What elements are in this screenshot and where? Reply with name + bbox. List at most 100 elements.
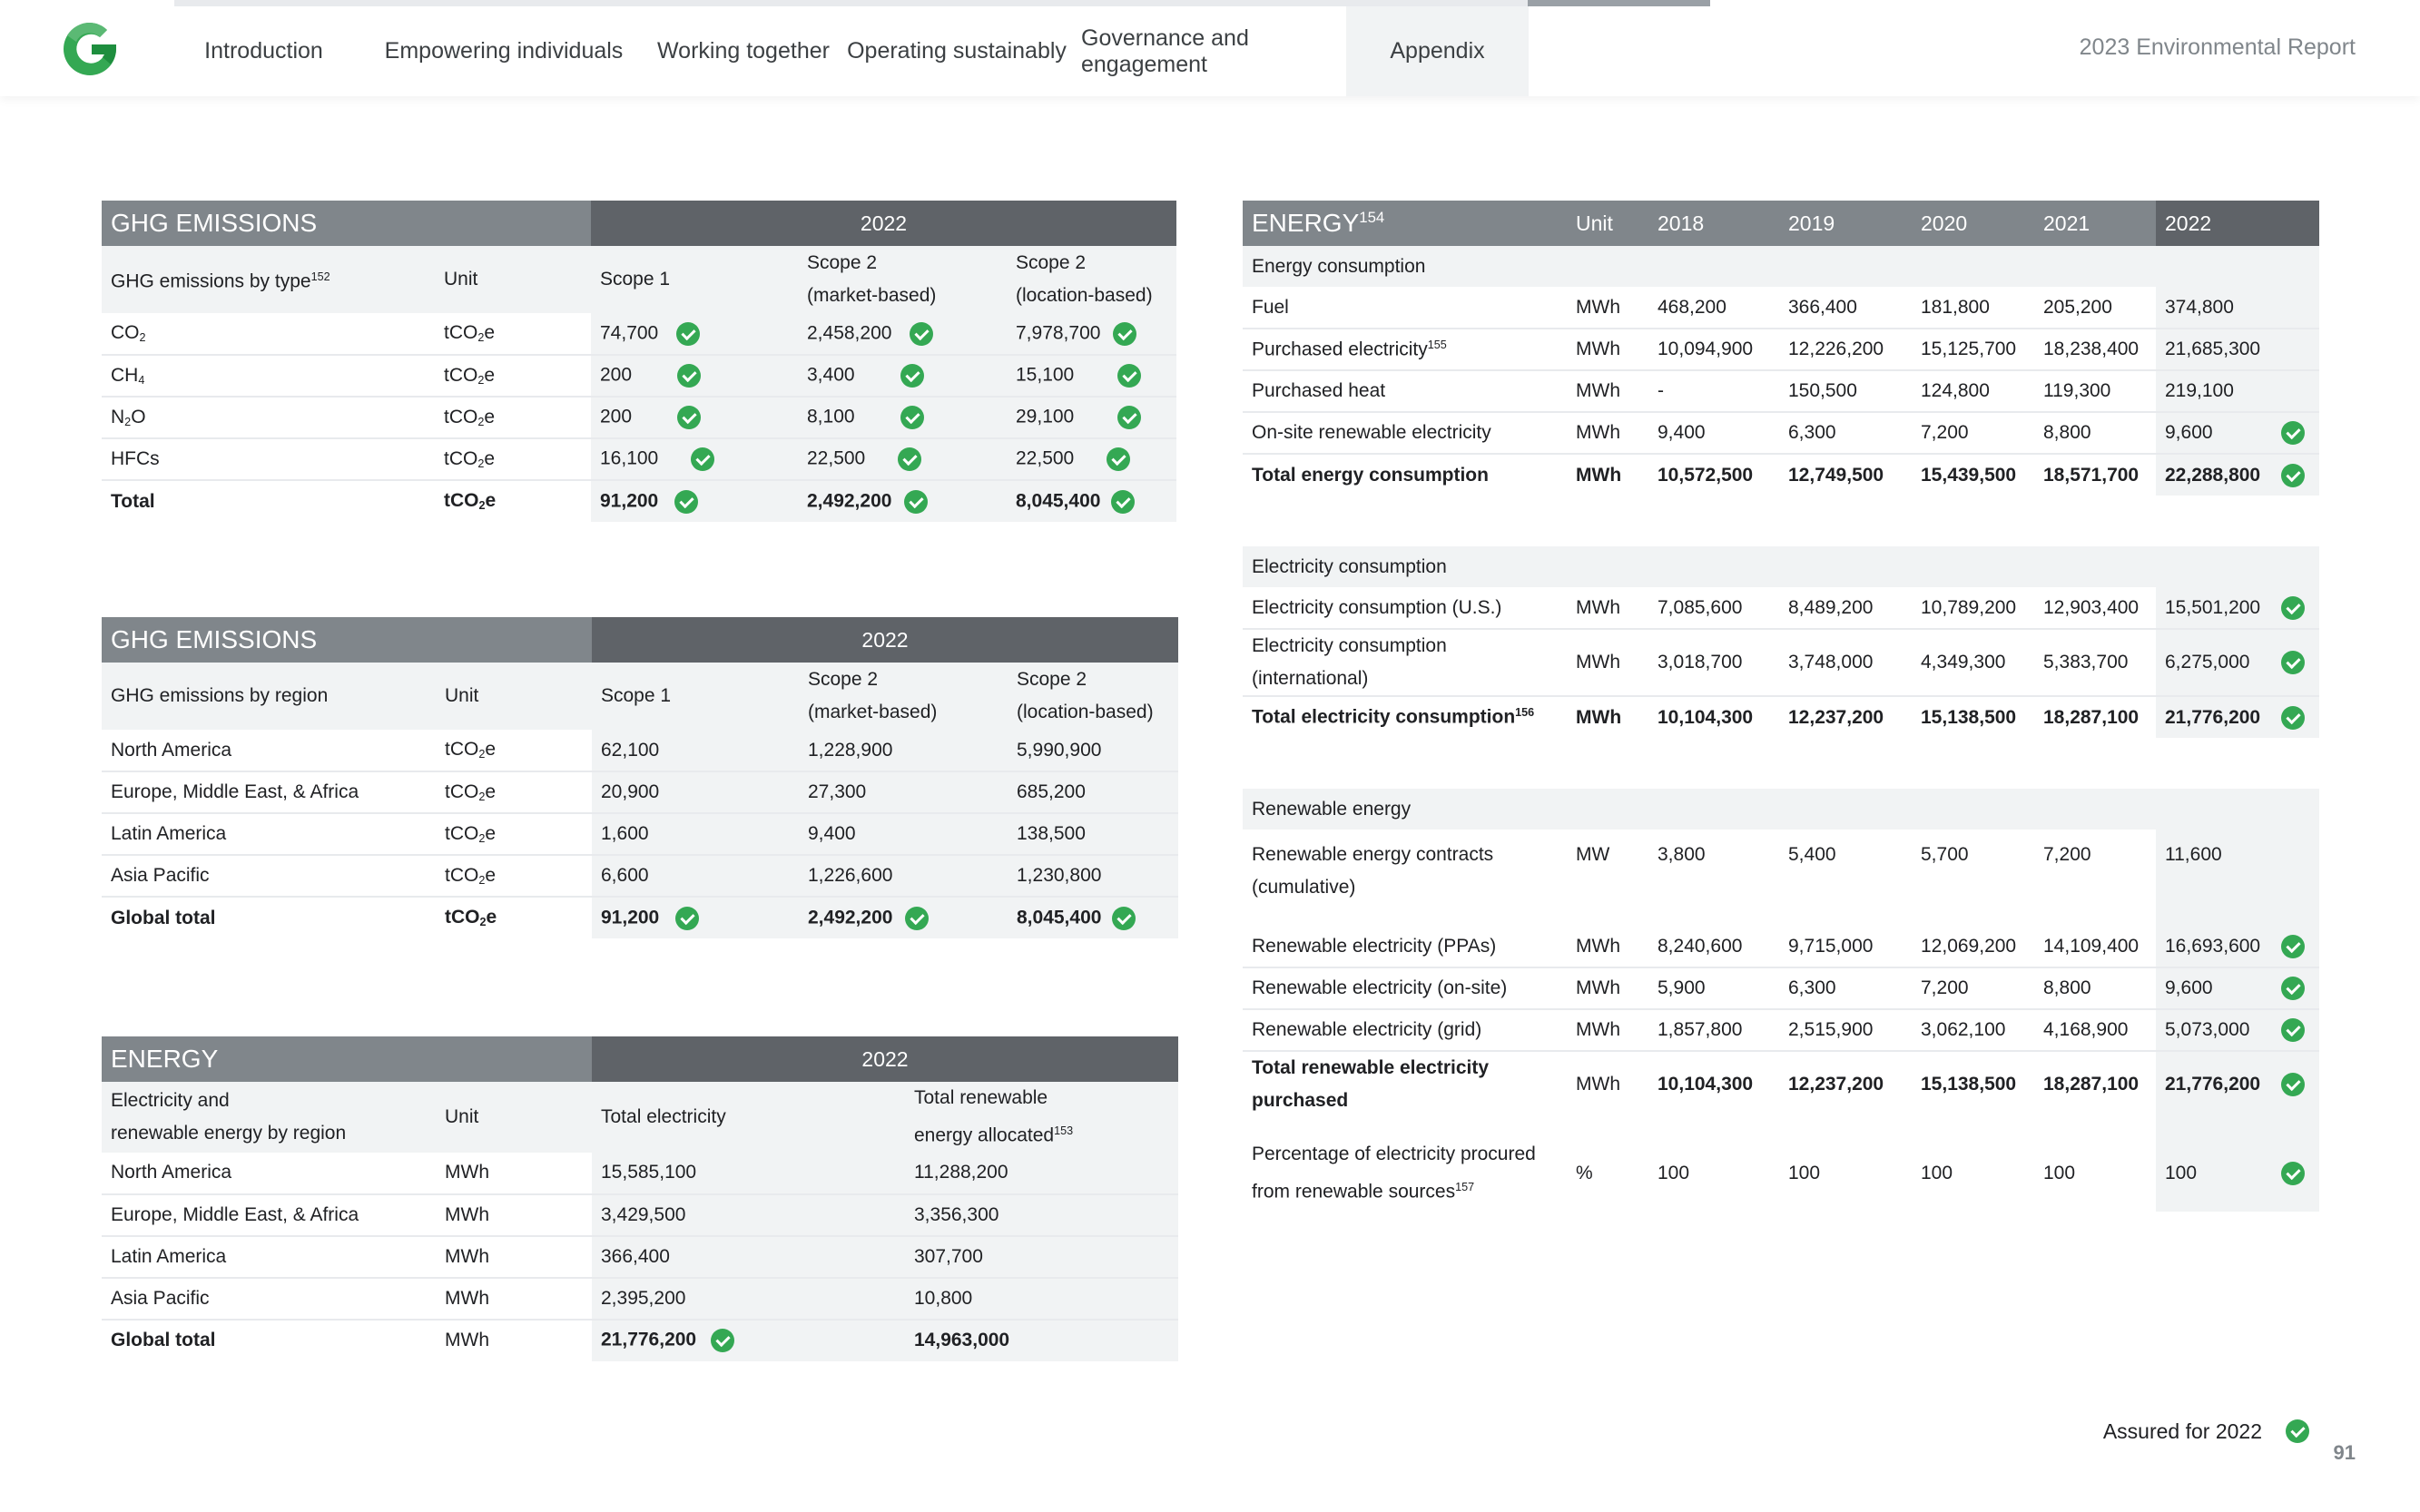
nav-governance-engagement[interactable]: Governance and engagement — [1081, 25, 1249, 77]
assured-check-icon — [674, 489, 699, 514]
table-row: North America MWh 15,585,100 11,288,200 — [102, 1152, 1179, 1195]
column-header-unit: Unit — [1567, 201, 1648, 246]
year-header-2019: 2019 — [1779, 201, 1912, 246]
year-header-2022: 2022 — [2156, 201, 2320, 246]
table-row: Purchased heat MWh -150,500 124,800 119,30… — [1243, 370, 2320, 413]
table-row: North America tCO2e 62,100 1,228,900 5,9… — [102, 730, 1179, 772]
year-header-2018: 2018 — [1648, 201, 1779, 246]
top-navigation-bar: Introduction Empowering individuals Work… — [0, 0, 2420, 96]
google-g-logo-icon[interactable] — [60, 19, 120, 79]
table-row: Asia Pacific MWh 2,395,200 10,800 — [102, 1277, 1179, 1321]
energy-table: ENERGY154 Unit 2018 2019 2020 2021 2022 … — [1243, 201, 2320, 1212]
table-title: GHG EMISSIONS — [102, 617, 592, 663]
table-row: Renewable electricity (on-site) MWh 5,900… — [1243, 967, 2320, 1010]
assured-check-icon — [2281, 595, 2305, 620]
table-row: Europe, Middle East, & Africa tCO2e 20,9… — [102, 771, 1179, 814]
table-row-total: Global total tCO2e 91,200 2,492,200 8,04… — [102, 897, 1179, 938]
assured-check-icon — [711, 1329, 735, 1353]
assured-check-icon — [2281, 1073, 2305, 1097]
table-row: CH4 tCO2e 200 3,400 15,100 — [102, 355, 1177, 398]
table-title: GHG EMISSIONS — [102, 201, 591, 246]
table-row: CO2 tCO2e 74,700 2,458,200 7,978,700 — [102, 313, 1177, 356]
year-header: 2022 — [592, 617, 1179, 663]
assured-check-icon — [2281, 934, 2305, 958]
section-header-electricity-consumption: Electricity consumption — [1243, 546, 2320, 587]
nav-working-together[interactable]: Working together — [657, 38, 830, 64]
assured-check-icon — [2281, 421, 2305, 445]
assured-check-icon — [1113, 321, 1137, 346]
assured-check-icon — [905, 906, 930, 930]
table-row-total: Total renewable electricity purchased MWh… — [1243, 1051, 2320, 1117]
assured-check-icon — [898, 447, 922, 471]
nav-active-indicator — [1528, 0, 1710, 6]
section-header-energy-consumption: Energy consumption — [1243, 246, 2320, 287]
table-title: ENERGY154 — [1243, 201, 1567, 246]
table-row-total: Total energy consumption MWh 10,572,500 12… — [1243, 454, 2320, 496]
section-header-renewable-energy: Renewable energy — [1243, 789, 2320, 830]
assured-check-icon — [2281, 651, 2305, 675]
column-header-unit: Unit — [436, 1082, 592, 1153]
table-row: HFCs tCO2e 16,100 22,500 22,500 — [102, 438, 1177, 481]
assured-check-icon — [900, 406, 924, 429]
ghg-emissions-by-type-table: GHG EMISSIONS 2022 GHG emissions by type… — [102, 201, 1177, 522]
nav-empowering-individuals[interactable]: Empowering individuals — [384, 38, 624, 64]
column-header-scope1: Scope 1 — [591, 246, 798, 313]
assured-check-icon — [2281, 705, 2305, 730]
table-row: Electricity consumption (international) MW… — [1243, 629, 2320, 697]
assured-check-icon — [676, 321, 701, 346]
table-row: Asia Pacific tCO2e 6,600 1,226,600 1,230… — [102, 855, 1179, 898]
nav-operating-sustainably[interactable]: Operating sustainably — [847, 38, 1067, 64]
column-header-region: Electricity and renewable energy by regio… — [102, 1082, 436, 1153]
assured-check-icon — [677, 364, 702, 388]
column-header-scope2-location: Scope 2 (location-based) — [1007, 246, 1177, 313]
energy-by-region-table: ENERGY 2022 Electricity and renewable ene… — [102, 1036, 1179, 1361]
assured-check-icon — [675, 906, 700, 930]
table-row: Renewable electricity (grid) MWh 1,857,80… — [1243, 1009, 2320, 1052]
table-row: On-site renewable electricity MWh 9,400 6,… — [1243, 412, 2320, 455]
assured-check-icon — [1112, 906, 1136, 930]
assured-check-icon — [1117, 406, 1142, 429]
report-title: 2023 Environmental Report — [2079, 34, 2356, 60]
assured-check-icon — [691, 447, 715, 471]
column-header-scope2-market: Scope 2 (market-based) — [798, 246, 1007, 313]
assured-check-icon — [1111, 489, 1136, 514]
assured-check-icon — [1117, 364, 1142, 388]
assured-check-icon — [2281, 463, 2305, 487]
year-header: 2022 — [592, 1036, 1179, 1082]
year-header-2020: 2020 — [1912, 201, 2034, 246]
assured-check-icon — [900, 364, 924, 388]
column-header-scope1: Scope 1 — [592, 663, 799, 730]
column-header-unit: Unit — [436, 663, 592, 730]
table-title: ENERGY — [102, 1036, 592, 1082]
column-header-type: GHG emissions by type152 — [102, 246, 435, 313]
column-header-scope2-location: Scope 2 (location-based) — [1008, 663, 1179, 730]
column-header-region: GHG emissions by region — [102, 663, 436, 730]
column-header-unit: Unit — [435, 246, 591, 313]
table-row: Renewable electricity (PPAs) MWh 8,240,60… — [1243, 926, 2320, 968]
table-row: Electricity consumption (U.S.) MWh 7,085,… — [1243, 587, 2320, 630]
assured-legend-label: Assured for 2022 — [2102, 1419, 2262, 1443]
assured-check-icon — [2281, 977, 2305, 1000]
table-row: Purchased electricity155 MWh 10,094,900 12… — [1243, 329, 2320, 371]
assured-check-icon — [910, 321, 934, 346]
table-row: Latin America tCO2e 1,600 9,400 138,500 — [102, 813, 1179, 856]
table-row: Percentage of electricity procured from r… — [1243, 1135, 2320, 1212]
assured-check-icon — [2281, 1162, 2305, 1186]
table-row: N2O tCO2e 200 8,100 29,100 — [102, 397, 1177, 439]
ghg-emissions-by-region-table: GHG EMISSIONS 2022 GHG emissions by regi… — [102, 617, 1179, 938]
page-number: 91 — [2333, 1441, 2356, 1464]
table-row-total: Global total MWh 21,776,200 14,963,000 — [102, 1319, 1179, 1361]
assured-check-icon — [904, 489, 929, 514]
table-row: Renewable energy contracts (cumulative) M… — [1243, 830, 2320, 926]
nav-introduction[interactable]: Introduction — [204, 38, 323, 64]
column-header-total-renewable: Total renewable energy allocated153 — [905, 1082, 1179, 1153]
assured-check-icon — [677, 406, 702, 429]
year-header: 2022 — [591, 201, 1177, 246]
table-row-total: Total tCO2e 91,200 2,492,200 8,045,400 — [102, 480, 1177, 522]
section-nav: Introduction Empowering individuals Work… — [174, 6, 1529, 96]
table-row: Europe, Middle East, & Africa MWh 3,429,… — [102, 1193, 1179, 1237]
nav-appendix[interactable]: Appendix — [1346, 6, 1529, 96]
assured-check-icon — [2286, 1419, 2309, 1443]
column-header-scope2-market: Scope 2 (market-based) — [799, 663, 1008, 730]
column-header-total-electricity: Total electricity — [592, 1082, 905, 1153]
